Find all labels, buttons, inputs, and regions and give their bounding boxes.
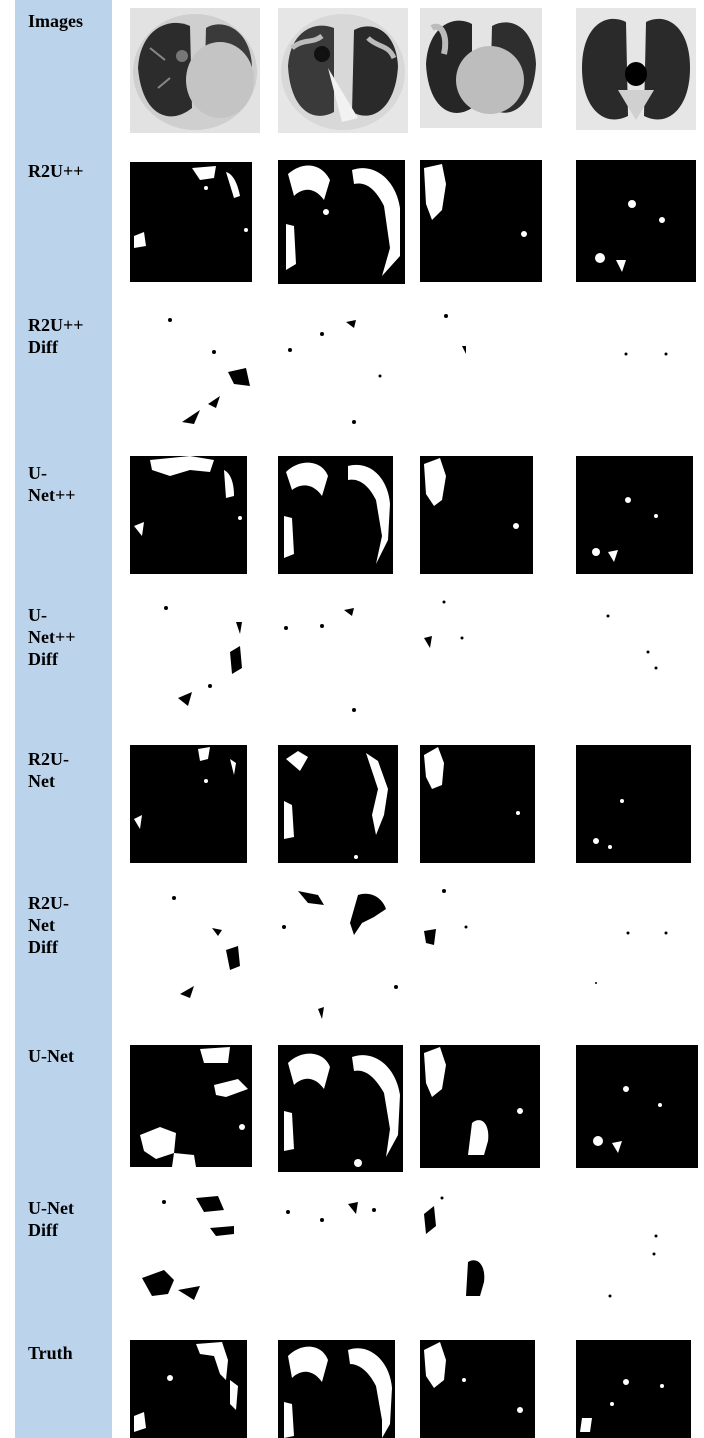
ct-image-3 <box>420 8 542 128</box>
row-label-r2unet: R2U- Net <box>28 749 69 791</box>
row-label-r2upp-diff: R2U++ Diff <box>28 315 84 357</box>
row-label-unetpp: U- Net++ <box>28 463 76 505</box>
row-label-unet: U-Net <box>28 1046 74 1066</box>
mask-unet-1 <box>130 1045 252 1167</box>
row-label-r2upp: R2U++ <box>28 161 84 181</box>
diff-r2upp-1 <box>130 310 260 430</box>
mask-unet-2 <box>278 1045 403 1172</box>
mask-unet-4 <box>576 1045 698 1168</box>
diff-unet-3 <box>420 1190 533 1308</box>
mask-truth-2 <box>278 1340 395 1438</box>
ct-image-4 <box>576 8 696 130</box>
row-label-column <box>15 0 112 1438</box>
row-label-r2unet-diff: R2U- Net Diff <box>28 893 69 957</box>
mask-unetpp-1 <box>130 456 247 574</box>
row-label-images: Images <box>28 11 83 31</box>
mask-truth-1 <box>130 1340 247 1438</box>
row-label-truth: Truth <box>28 1343 73 1363</box>
diff-unetpp-1 <box>130 598 252 716</box>
diff-r2upp-3 <box>420 310 542 432</box>
diff-unetpp-3 <box>420 598 533 716</box>
mask-r2unet-2 <box>278 745 398 863</box>
diff-unetpp-4 <box>576 598 693 716</box>
diff-r2unet-1 <box>130 890 252 1008</box>
mask-unetpp-4 <box>576 456 693 574</box>
diff-r2upp-4 <box>576 310 696 432</box>
mask-r2upp-3 <box>420 160 542 282</box>
diff-r2unet-4 <box>576 887 693 1005</box>
mask-unetpp-3 <box>420 456 533 574</box>
mask-truth-4 <box>576 1340 691 1438</box>
diff-unet-2 <box>278 1190 403 1308</box>
diff-r2upp-2 <box>278 310 405 434</box>
diff-r2unet-2 <box>278 887 405 1019</box>
mask-unetpp-2 <box>278 456 393 574</box>
mask-truth-3 <box>420 1340 535 1438</box>
mask-r2unet-1 <box>130 745 247 863</box>
ct-image-1 <box>130 8 260 133</box>
diff-unet-1 <box>130 1190 252 1308</box>
mask-r2upp-1 <box>130 162 252 282</box>
ct-image-2 <box>278 8 408 133</box>
row-label-unet-diff: U-Net Diff <box>28 1198 74 1240</box>
mask-unet-3 <box>420 1045 540 1168</box>
mask-r2unet-3 <box>420 745 535 863</box>
mask-r2upp-4 <box>576 160 696 282</box>
mask-r2upp-2 <box>278 160 405 284</box>
diff-unetpp-2 <box>278 598 398 716</box>
diff-r2unet-3 <box>420 887 533 1005</box>
diff-unet-4 <box>576 1190 693 1308</box>
mask-r2unet-4 <box>576 745 691 863</box>
row-label-unetpp-diff: U- Net++ Diff <box>28 605 76 669</box>
